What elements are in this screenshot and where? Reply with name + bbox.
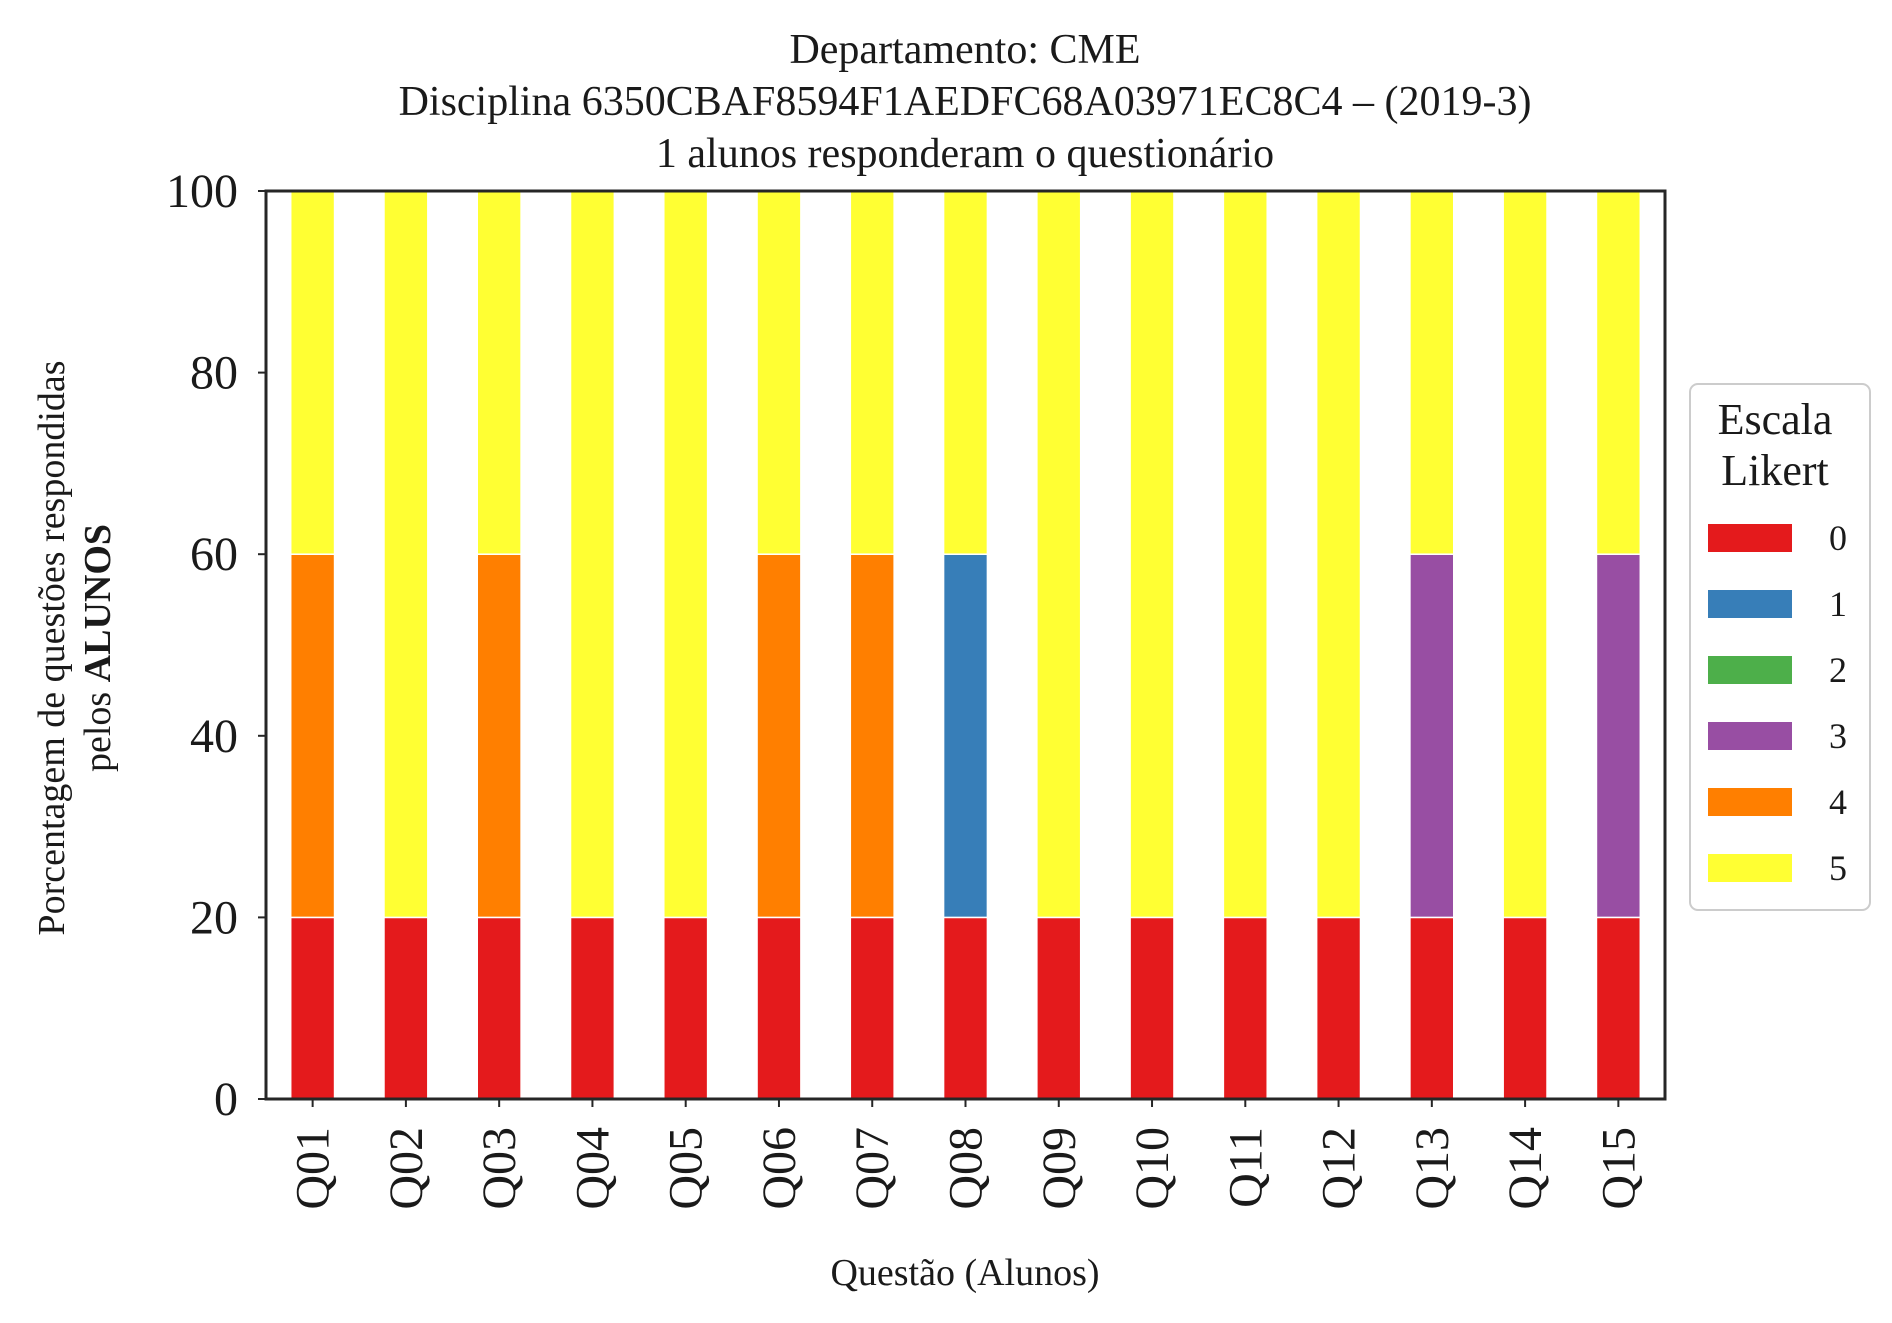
bar-segment-q07-level-0 [849, 916, 895, 1100]
chart-title-line-3: 1 alunos responderam o questionário [656, 131, 1274, 177]
y-tick-label: 40 [190, 710, 238, 763]
x-tick-label: Q01 [287, 1127, 340, 1210]
legend-items: 0 1 2 3 4 5 [1708, 518, 1847, 888]
legend-swatch-4 [1708, 788, 1792, 816]
x-tick-label: Q05 [660, 1127, 713, 1210]
x-tick-label: Q02 [380, 1127, 433, 1210]
y-axis-label-2: pelos ALUNOS [77, 524, 119, 772]
chart-title-line-2: Disciplina 6350CBAF8594F1AEDFC68A03971EC… [399, 79, 1532, 125]
bar-segment-q01-level-0 [289, 916, 336, 1100]
bar-segment-q07-level-4 [849, 553, 895, 919]
bar-segment-q01-level-4 [289, 553, 336, 919]
bar-segment-q08-level-0 [942, 916, 989, 1100]
legend: Escala Likert 0 1 2 3 4 5 [1689, 383, 1871, 911]
x-tick-label: Q03 [473, 1127, 526, 1210]
x-tick-label: Q06 [753, 1127, 806, 1210]
bar-segment-q15-level-3 [1595, 553, 1642, 919]
bar-segment-q11-level-0 [1222, 916, 1268, 1100]
bar-segment-q12-level-5 [1315, 190, 1362, 919]
bar-segment-q02-level-0 [383, 916, 429, 1100]
y-tick-label: 60 [190, 528, 238, 581]
bar-segment-q03-level-5 [476, 190, 522, 555]
bar-segment-q03-level-4 [476, 553, 522, 919]
legend-label-0: 0 [1829, 518, 1847, 558]
bar-segment-q06-level-5 [756, 190, 802, 555]
bar-segment-q10-level-5 [1129, 190, 1175, 919]
y-tick-label: 0 [214, 1073, 238, 1126]
bar-segment-q01-level-5 [289, 190, 336, 555]
x-tick-label: Q11 [1219, 1127, 1272, 1208]
x-tick-label: Q10 [1126, 1127, 1179, 1210]
legend-label-1: 1 [1829, 584, 1847, 624]
legend-swatch-5 [1708, 854, 1792, 882]
y-axis-label-bold: ALUNOS [77, 524, 119, 682]
y-axis-label-line-1: Porcentagem de questões respondidas [31, 360, 73, 935]
bar-segment-q15-level-0 [1595, 916, 1642, 1100]
legend-label-2: 2 [1829, 650, 1847, 690]
bar-segment-q09-level-0 [1036, 916, 1082, 1100]
bar-segment-q09-level-5 [1036, 190, 1082, 919]
bar-segment-q13-level-5 [1409, 190, 1455, 555]
plot-frame [264, 189, 1667, 1101]
bars-group [289, 190, 1642, 1100]
bar-segment-q06-level-0 [756, 916, 802, 1100]
y-tick-label: 100 [166, 165, 238, 218]
x-tick-label: Q09 [1033, 1127, 1086, 1210]
bar-segment-q08-level-1 [942, 553, 989, 919]
bar-segment-q02-level-5 [383, 190, 429, 919]
y-axis-ticks: 0 20 40 60 80 100 [166, 165, 266, 1126]
bar-segment-q13-level-3 [1409, 553, 1455, 919]
legend-swatch-3 [1708, 722, 1792, 750]
legend-title-line-2: Likert [1721, 446, 1829, 495]
x-tick-label: Q13 [1406, 1127, 1459, 1210]
bar-segment-q06-level-4 [756, 553, 802, 919]
x-tick-label: Q04 [566, 1127, 619, 1210]
bar-segment-q14-level-5 [1502, 190, 1548, 919]
bar-segment-q08-level-5 [942, 190, 989, 555]
bar-segment-q04-level-5 [569, 190, 616, 919]
bar-segment-q07-level-5 [849, 190, 895, 555]
x-tick-label: Q15 [1592, 1127, 1645, 1210]
legend-label-4: 4 [1829, 782, 1847, 822]
y-axis-label-line-2: pelos ALUNOS [77, 524, 119, 772]
bar-segment-q11-level-5 [1222, 190, 1268, 919]
y-tick-label: 20 [190, 891, 238, 944]
y-axis-label: Porcentagem de questões respondidas [31, 360, 73, 935]
x-axis-ticks: Q01 Q02 Q03 Q04 Q05 Q06 Q07 Q08 Q09 Q10 Q11 Q12 Q13 Q… [287, 1099, 1645, 1210]
legend-swatch-0 [1708, 524, 1792, 552]
bar-segment-q04-level-0 [569, 916, 616, 1100]
bar-segment-q03-level-0 [476, 916, 522, 1100]
y-tick-label: 80 [190, 347, 238, 400]
x-tick-label: Q14 [1499, 1127, 1552, 1210]
chart-title: Departamento: CME Disciplina 6350CBAF859… [399, 27, 1532, 177]
legend-title-line-1: Escala [1718, 395, 1833, 444]
bar-segment-q05-level-5 [663, 190, 709, 919]
x-tick-label: Q07 [846, 1127, 899, 1210]
x-tick-label: Q08 [940, 1127, 993, 1210]
legend-label-5: 5 [1829, 848, 1847, 888]
legend-box [1689, 383, 1871, 911]
bar-segment-q13-level-0 [1409, 916, 1455, 1100]
bar-segment-q15-level-5 [1595, 190, 1642, 555]
x-axis-label: Questão (Alunos) [830, 1252, 1099, 1294]
bar-segment-q12-level-0 [1315, 916, 1362, 1100]
chart-title-line-1: Departamento: CME [789, 27, 1140, 73]
bar-segment-q05-level-0 [663, 916, 709, 1100]
x-tick-label: Q12 [1313, 1127, 1366, 1210]
bar-segment-q10-level-0 [1129, 916, 1175, 1100]
y-axis-label-prefix: pelos [77, 682, 119, 772]
legend-swatch-1 [1708, 590, 1792, 618]
legend-swatch-2 [1708, 656, 1792, 684]
legend-label-3: 3 [1829, 716, 1847, 756]
bar-segment-q14-level-0 [1502, 916, 1548, 1100]
